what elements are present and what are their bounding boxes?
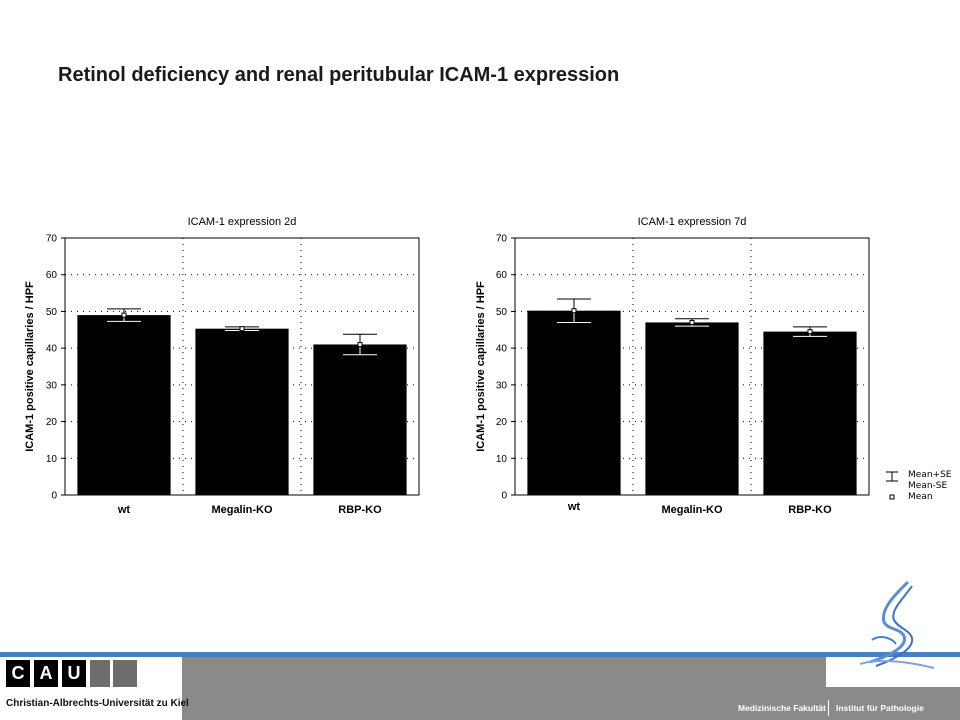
legend-label: Mean-SE xyxy=(908,481,948,491)
chart-title: ICAM-1 expression 2d xyxy=(188,216,297,228)
y-tick-label: 50 xyxy=(46,307,58,318)
charts-canvas: ICAM-1 expression 2d ICAM-1 positive capi… xyxy=(24,216,870,516)
footer-blue-line xyxy=(0,652,960,657)
bar xyxy=(645,322,739,495)
y-tick-label: 60 xyxy=(46,270,58,281)
university-name: Christian-Albrechts-Universität zu Kiel xyxy=(6,698,189,709)
mean-marker xyxy=(239,326,245,332)
x-tick-label: RBP-KO xyxy=(788,504,832,516)
y-tick-label: 70 xyxy=(46,234,58,245)
chart-title: ICAM-1 expression 7d xyxy=(638,216,747,228)
y-tick-label: 0 xyxy=(51,491,57,502)
mean-marker xyxy=(357,341,363,347)
institute-name: Institut für Pathologie xyxy=(836,703,924,713)
mean-marker xyxy=(807,329,813,335)
bar xyxy=(527,310,621,495)
footer-separator xyxy=(828,700,829,716)
plot-frame xyxy=(514,237,870,496)
y-tick-label: 20 xyxy=(46,417,58,428)
cau-logo-grey-block xyxy=(90,660,110,687)
bar xyxy=(77,315,171,495)
legend-item-mean: Mean xyxy=(880,492,951,503)
mean-marker xyxy=(689,319,695,325)
mean-marker xyxy=(121,312,127,318)
legend-item-mean-plus-se: Mean+SE xyxy=(880,470,952,482)
bar xyxy=(313,344,407,495)
faculty-name: Medizinische Fakultät xyxy=(738,703,826,713)
y-tick-label: 40 xyxy=(46,344,58,355)
faculty-logo-icon xyxy=(859,580,935,669)
slide-title: Retinol deficiency and renal peritubular… xyxy=(58,64,620,86)
y-tick-label: 10 xyxy=(46,454,58,465)
chart-legend: Mean+SE Mean-SE Mean xyxy=(880,470,951,503)
cau-logo-letter-c: C xyxy=(6,660,30,687)
legend-item-mean-minus-se: Mean-SE xyxy=(880,481,951,492)
y-tick-label: 30 xyxy=(496,380,508,391)
x-tick-label: Megalin-KO xyxy=(661,504,723,516)
y-tick-label: 0 xyxy=(501,491,507,502)
cau-logo-letter-a: A xyxy=(34,660,58,687)
y-tick-label: 30 xyxy=(46,380,58,391)
plot-frame xyxy=(64,237,420,496)
x-tick-label: wt xyxy=(567,501,581,513)
x-tick-label: Megalin-KO xyxy=(211,504,273,516)
y-tick-label: 50 xyxy=(496,307,508,318)
error-bar-legend-icon xyxy=(886,471,898,482)
legend-label: Mean+SE xyxy=(908,470,952,480)
mean-marker xyxy=(571,308,577,314)
x-tick-label: RBP-KO xyxy=(338,504,382,516)
cau-logo-grey-block xyxy=(113,660,137,687)
bar xyxy=(763,331,857,495)
y-tick-label: 60 xyxy=(496,270,508,281)
legend-label: Mean xyxy=(908,492,933,502)
y-axis-label: ICAM-1 positive capillaries / HPF xyxy=(24,281,36,452)
y-tick-label: 10 xyxy=(496,454,508,465)
mean-marker-legend-icon xyxy=(889,494,895,500)
cau-logo-letter-u: U xyxy=(62,660,86,687)
y-tick-label: 20 xyxy=(496,417,508,428)
y-tick-label: 40 xyxy=(496,344,508,355)
bar xyxy=(195,328,289,495)
y-tick-label: 70 xyxy=(496,234,508,245)
y-axis-label: ICAM-1 positive capillaries / HPF xyxy=(475,281,487,452)
x-tick-label: wt xyxy=(117,504,131,516)
